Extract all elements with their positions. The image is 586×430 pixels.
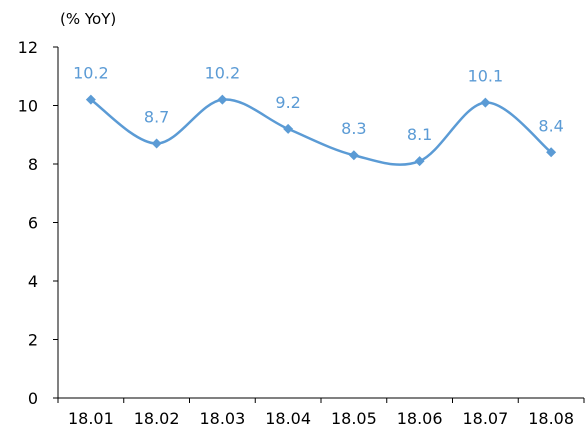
- data-point-marker: [348, 150, 359, 161]
- data-label: 10.1: [468, 67, 504, 86]
- data-labels: 10.2 8.7 10.2 9.2 8.3 8.1 10.1 8.4: [73, 64, 564, 144]
- x-tick-label: 18.04: [265, 409, 311, 428]
- y-tick-label: 6: [28, 214, 38, 233]
- y-tick-label: 10: [18, 97, 38, 116]
- data-point-marker: [217, 94, 228, 105]
- x-tick-label: 18.07: [462, 409, 508, 428]
- x-tick-label: 18.02: [134, 409, 180, 428]
- y-tick-label: 12: [18, 38, 38, 57]
- x-tick-label: 18.01: [68, 409, 114, 428]
- x-tick-label: 18.05: [331, 409, 377, 428]
- data-point-marker: [151, 138, 162, 149]
- data-point-marker: [414, 156, 425, 167]
- x-tick-label: 18.03: [199, 409, 245, 428]
- series-layer: [85, 94, 557, 167]
- data-label: 10.2: [205, 64, 241, 83]
- y-tick-label: 8: [28, 155, 38, 174]
- data-label: 10.2: [73, 64, 109, 83]
- data-label: 8.1: [407, 125, 432, 144]
- data-point-marker: [480, 97, 491, 108]
- x-tick-label: 18.08: [528, 409, 574, 428]
- axes: 0 2 4 6 8 10 12 18.01 18.02 18.03 18.04 18.05 18.06 1…: [18, 38, 585, 428]
- data-point-marker: [85, 94, 96, 105]
- y-tick-label: 4: [28, 272, 38, 291]
- y-tick-label: 0: [28, 389, 38, 408]
- data-label: 8.3: [341, 119, 366, 138]
- data-point-marker: [283, 123, 294, 134]
- data-label: 8.7: [144, 108, 169, 127]
- data-point-marker: [546, 147, 557, 158]
- y-tick-label: 2: [28, 331, 38, 350]
- data-label: 8.4: [538, 116, 563, 135]
- data-label: 9.2: [275, 93, 300, 112]
- y-unit-label: (% YoY): [60, 10, 116, 28]
- x-tick-label: 18.06: [397, 409, 443, 428]
